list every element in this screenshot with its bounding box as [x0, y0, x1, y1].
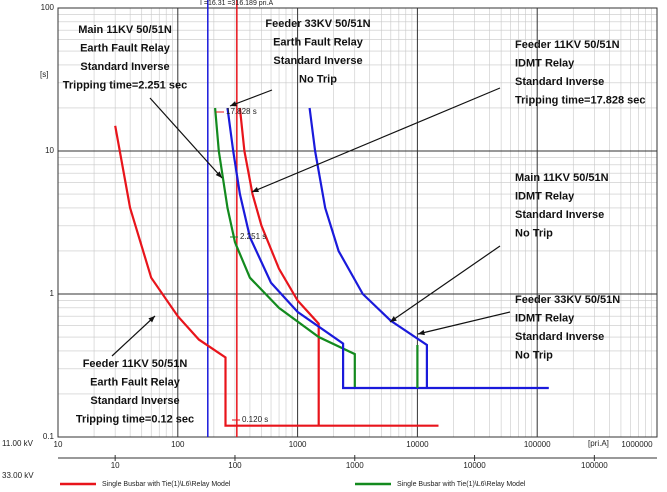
annotation-line: Feeder 11KV 50/51N: [515, 39, 620, 51]
annotation-line: IDMT Relay: [515, 312, 575, 324]
annotation-line: Tripping time=2.251 sec: [63, 79, 187, 91]
arrow: [389, 245, 501, 323]
arrow-head: [215, 171, 222, 178]
arrow: [111, 315, 156, 357]
current-label: I =16.31 =316.189 pri.A: [200, 0, 273, 7]
x-tick-label: 10000: [406, 440, 429, 449]
annotation-line: Standard Inverse: [515, 209, 604, 221]
arrow-head: [252, 186, 259, 193]
arrow: [251, 87, 501, 193]
x2-tick-label: 100000: [581, 461, 608, 470]
x2-axis-name: 33.00 kV: [2, 471, 34, 480]
legend-label: Single Busbar with Tie(1)\L6\Relay Model: [397, 481, 526, 488]
arrow: [149, 97, 223, 179]
marker-label: 0.120 s: [242, 415, 268, 424]
annotation-line: Tripping time=17.828 sec: [515, 94, 646, 106]
curve: [226, 107, 549, 390]
annotation-line: No Trip: [515, 349, 553, 361]
x2-tick-label: 10000: [463, 461, 486, 470]
marker-label: 2.251 s: [240, 232, 266, 241]
x2-tick-label: 1000: [346, 461, 364, 470]
x-axis-label: [pri.A]: [588, 439, 609, 448]
y-axis-label: [s]: [40, 70, 48, 79]
x-tick-label: 1000000: [621, 440, 653, 449]
annotation-line: Standard Inverse: [80, 61, 169, 73]
annotation-line: Feeder 33KV 50/51N: [515, 294, 620, 306]
annotation-line: No Trip: [299, 73, 337, 85]
legend-label: Single Busbar with Tie(1)\L6\Relay Model: [102, 481, 231, 488]
curve: [238, 107, 320, 426]
annotation-line: Feeder 33KV 50/51N: [265, 18, 370, 30]
annotation-line: Earth Fault Relay: [80, 42, 171, 54]
plot-frame: [57, 7, 658, 438]
y-tick-label: 100: [41, 3, 55, 12]
y-tick-label: 1: [50, 289, 55, 298]
annotation-line: Standard Inverse: [90, 395, 179, 407]
annotation-line: Standard Inverse: [515, 76, 604, 88]
x-tick-label: 10: [54, 440, 63, 449]
annotation-line: Main 11KV 50/51N: [78, 24, 172, 36]
curve: [308, 107, 428, 388]
x-tick-label: 100: [171, 440, 185, 449]
marker-label: 17.828 s: [226, 107, 257, 116]
arrow: [417, 311, 511, 335]
y-tick-label: 0.1: [43, 432, 55, 441]
annotation-line: Standard Inverse: [273, 55, 362, 67]
arrow-head: [418, 329, 425, 336]
arrow-head: [148, 316, 155, 323]
annotation-line: Earth Fault Relay: [90, 376, 181, 388]
annotation-line: Feeder 11KV 50/51N: [83, 358, 188, 370]
annotation-line: Earth Fault Relay: [273, 36, 364, 48]
annotation-line: No Trip: [515, 227, 553, 239]
y-tick-label: 10: [45, 146, 54, 155]
arrow-head: [230, 101, 237, 107]
annotation-line: Standard Inverse: [515, 331, 604, 343]
arrow-head: [390, 316, 397, 322]
x-axis-name: 11.00 kV: [2, 439, 34, 448]
x2-tick-label: 10: [111, 461, 120, 470]
annotation-line: Main 11KV 50/51N: [515, 172, 609, 184]
curve: [114, 125, 439, 427]
x2-tick-label: 100: [228, 461, 242, 470]
arrow: [229, 89, 273, 107]
x-tick-label: 100000: [524, 440, 551, 449]
annotation-line: IDMT Relay: [515, 57, 575, 69]
annotation-line: IDMT Relay: [515, 190, 575, 202]
x-tick-label: 1000: [289, 440, 307, 449]
annotation-line: Tripping time=0.12 sec: [76, 413, 194, 425]
